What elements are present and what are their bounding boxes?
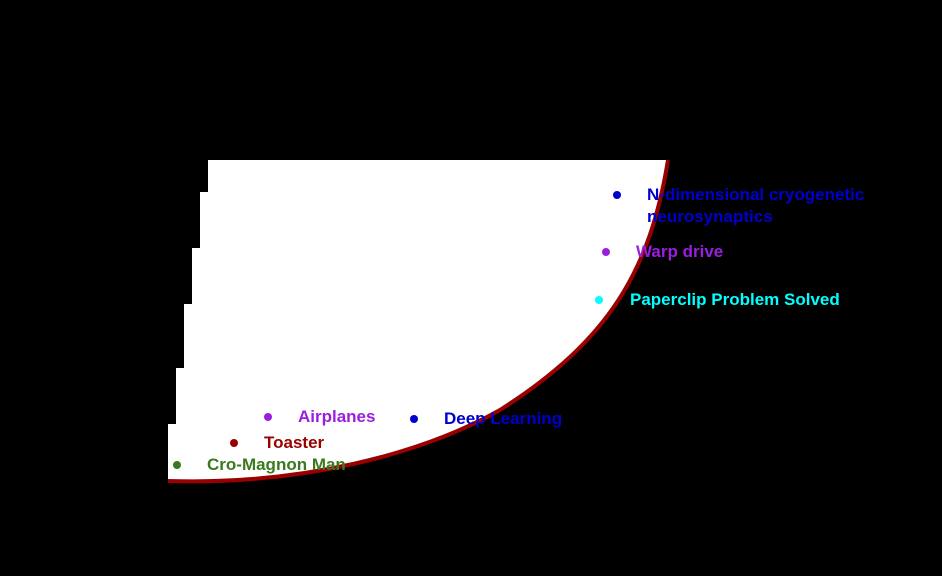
milestone-label-n-dimensional: N-dimensional cryogenetic neurosynaptics [647, 185, 865, 226]
milestone-dot-warp-drive [602, 248, 610, 256]
milestone-label-toaster: Toaster [264, 433, 325, 452]
milestone-dot-toaster [230, 439, 238, 447]
milestone-dot-n-dimensional [613, 191, 621, 199]
milestone-label-deep-learning: Deep Learning [444, 409, 563, 428]
milestone-dot-deep-learning [410, 415, 418, 423]
white-region [168, 160, 668, 482]
milestone-dot-paperclip [595, 296, 603, 304]
milestone-label-paperclip: Paperclip Problem Solved [630, 290, 840, 309]
growth-curve [167, 159, 670, 484]
milestone-label-warp-drive: Warp drive [636, 242, 724, 261]
milestone-label-cro-magnon: Cro-Magnon Man [207, 455, 346, 474]
milestone-dot-airplanes [264, 413, 272, 421]
milestone-dot-cro-magnon [173, 461, 181, 469]
milestone-label-airplanes: Airplanes [298, 407, 376, 426]
